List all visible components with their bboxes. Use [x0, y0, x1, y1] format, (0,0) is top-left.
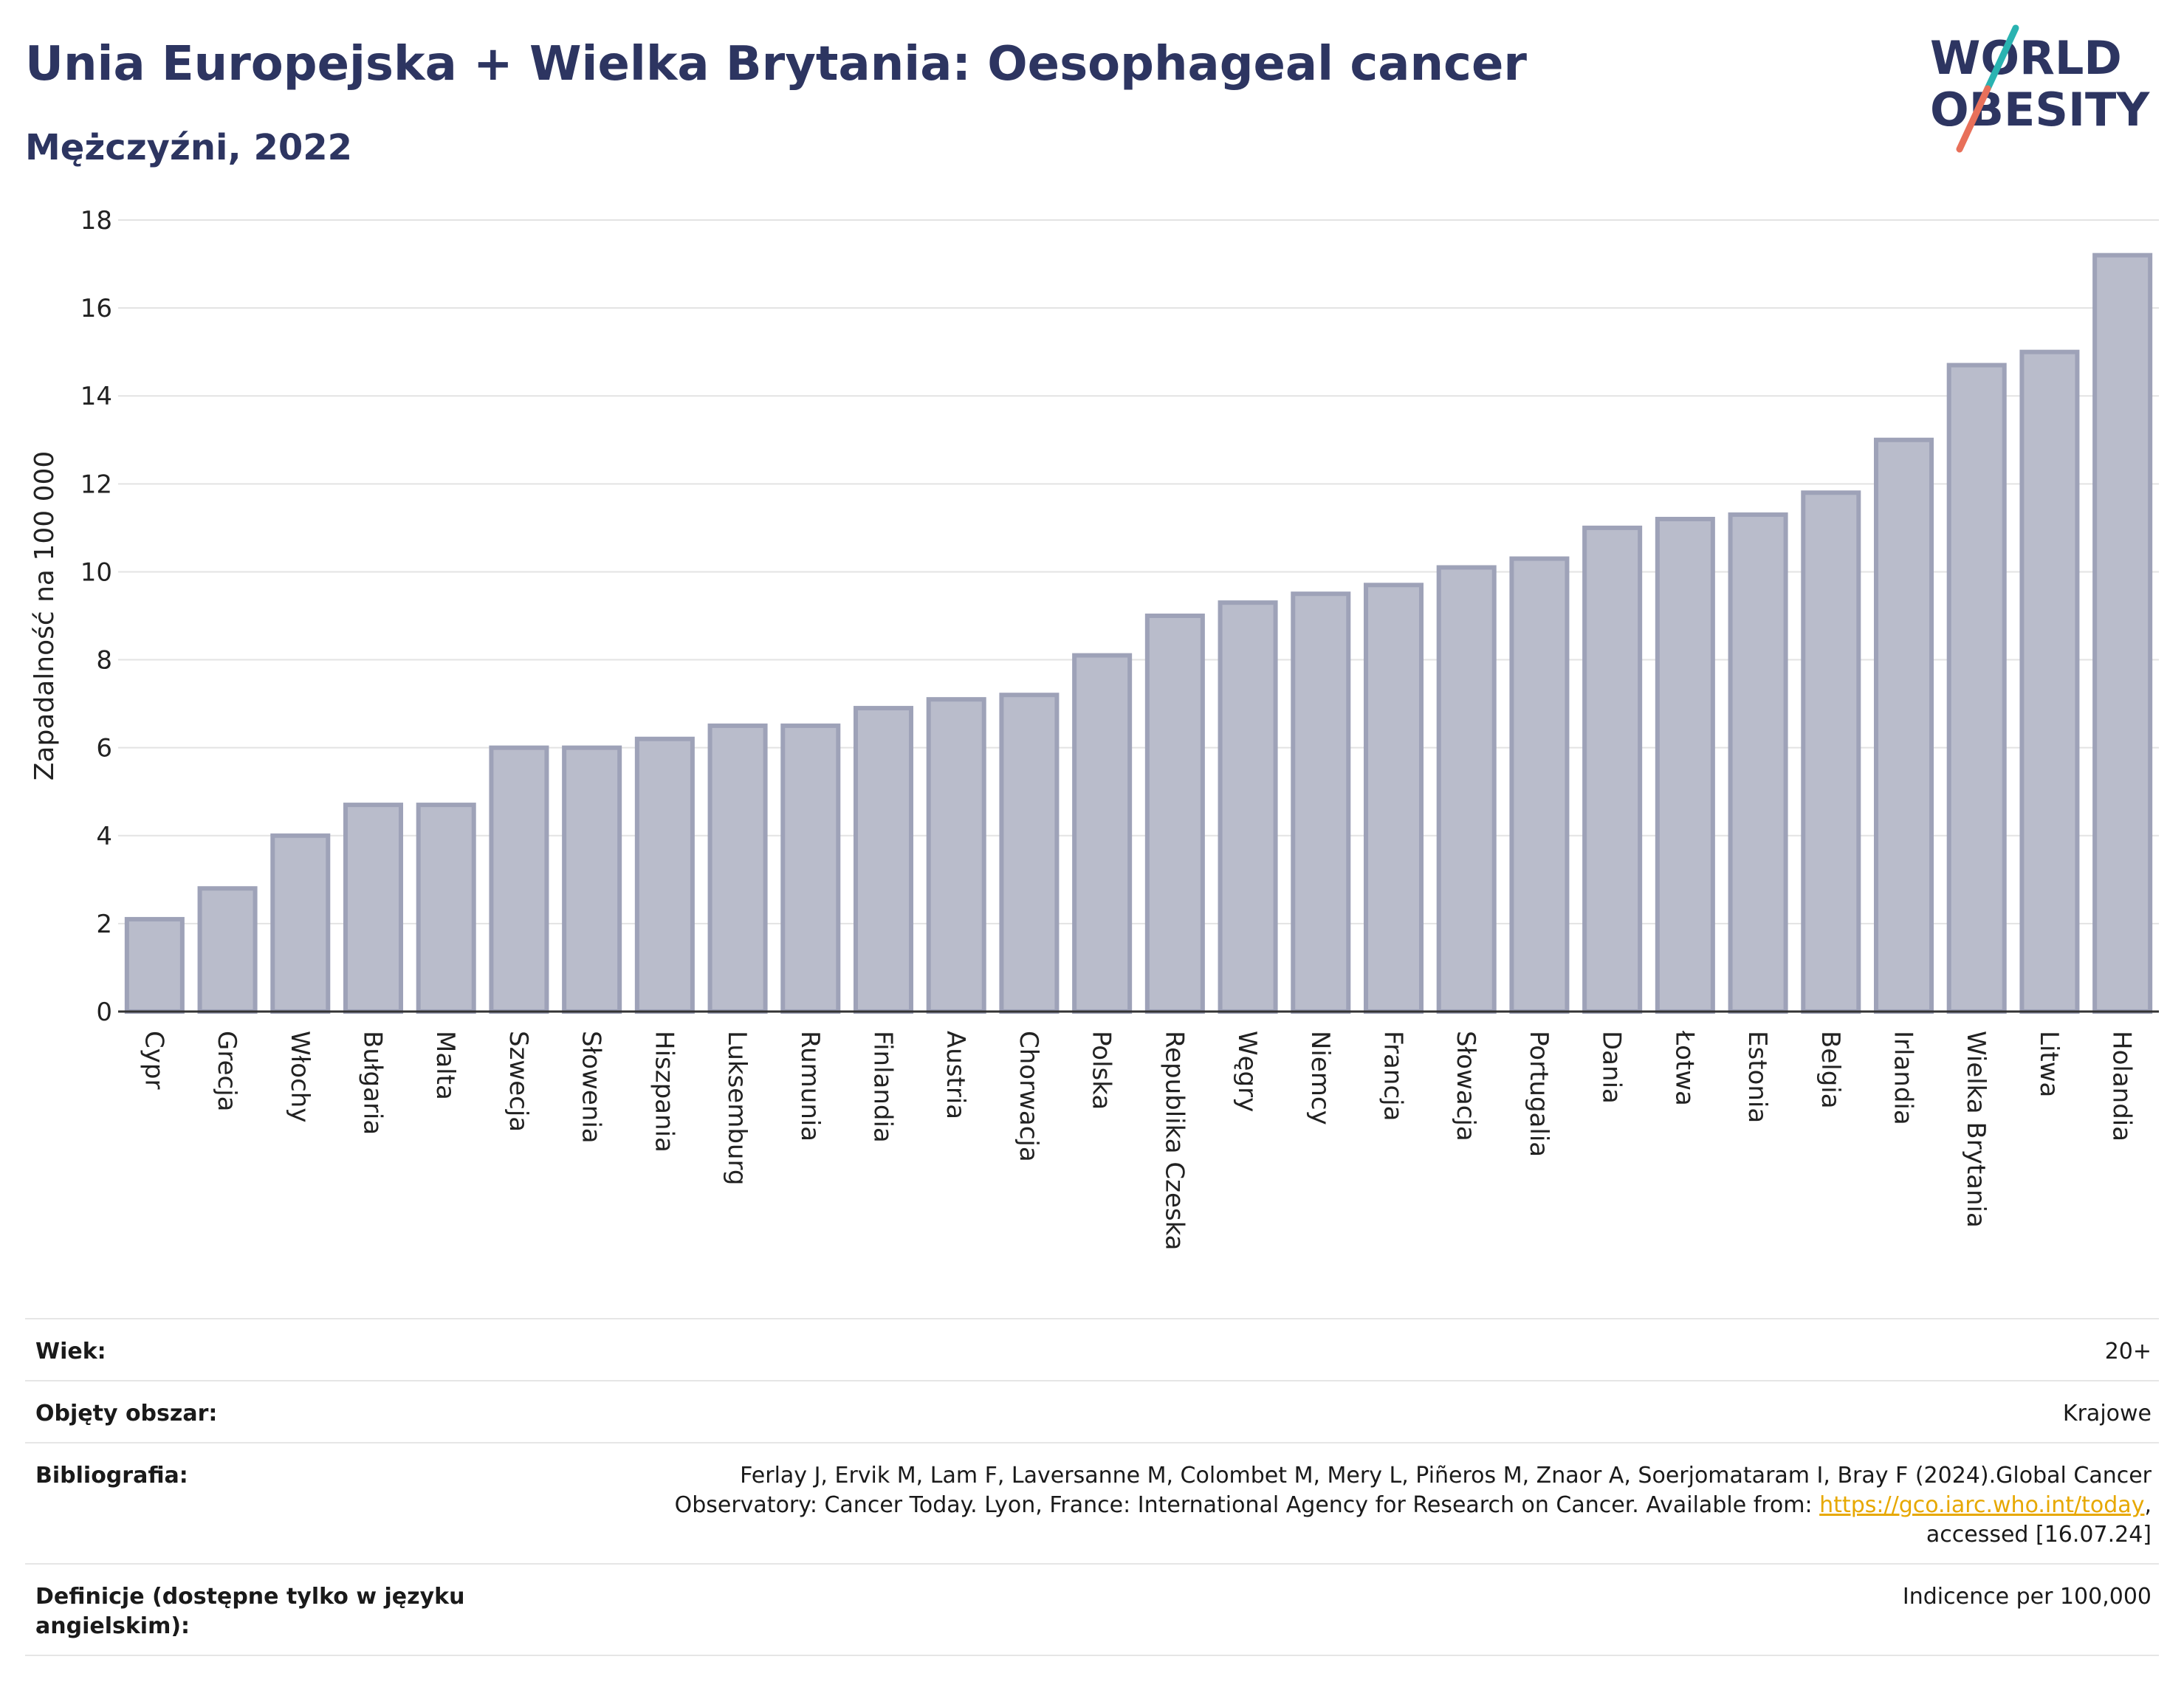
x-tick-label: Estonia [1742, 1031, 1772, 1123]
bar [1801, 490, 1861, 1014]
bar [1363, 583, 1424, 1014]
x-tick-label: Holandia [2107, 1031, 2137, 1141]
x-tick-label: Niemcy [1305, 1031, 1335, 1125]
bibliography-line1: Ferlay J, Ervik M, Lam F, Laversanne M, … [740, 1463, 2152, 1489]
x-tick-label: Szwecja [504, 1031, 533, 1132]
bar [489, 745, 549, 1014]
y-tick-label: 0 [96, 998, 112, 1027]
info-row-area: Objęty obszar: Krajowe [25, 1380, 2159, 1442]
bar [1291, 591, 1351, 1014]
bar [1582, 525, 1643, 1014]
logo-slash-red [1956, 85, 1991, 153]
y-tick-label: 16 [80, 294, 112, 323]
y-tick-label: 10 [80, 557, 112, 587]
x-tick-label: Łotwa [1669, 1030, 1699, 1106]
x-tick-label: Węgry [1232, 1031, 1262, 1112]
area-value: Krajowe [2062, 1401, 2152, 1427]
y-tick-label: 14 [80, 382, 112, 411]
bar [1655, 516, 1715, 1014]
bar [1072, 653, 1133, 1014]
bar [1218, 600, 1278, 1014]
bar [926, 697, 986, 1014]
definitions-label: Definicje (dostępne tylko w języku angie… [35, 1584, 465, 1639]
age-label: Wiek: [35, 1339, 106, 1364]
bar [707, 723, 768, 1014]
y-tick-label: 2 [96, 910, 112, 939]
bar [1873, 437, 1934, 1014]
info-row-definitions: Definicje (dostępne tylko w języku angie… [25, 1563, 2159, 1656]
x-tick-label: Finlandia [868, 1031, 898, 1143]
x-tick-label: Francja [1378, 1031, 1408, 1121]
x-tick-label: Słowenia [577, 1031, 606, 1144]
age-value: 20+ [2104, 1339, 2152, 1364]
bar [343, 803, 404, 1014]
x-tick-label: Austria [941, 1031, 970, 1119]
definitions-value: Indicence per 100,000 [1902, 1584, 2152, 1610]
x-tick-label: Hiszpania [649, 1031, 679, 1153]
bibliography-line2-text: Observatory: Cancer Today. Lyon, France:… [674, 1492, 1820, 1518]
page-title: Unia Europejska + Wielka Brytania: Oesop… [25, 37, 1527, 92]
x-tick-label: Luksemburg [722, 1031, 752, 1185]
bibliography-line3: accessed [16.07.24] [1926, 1522, 2152, 1548]
logo-slash-teal [1984, 24, 2019, 92]
bibliography-value: Ferlay J, Ervik M, Lam F, Laversanne M, … [493, 1461, 2159, 1550]
y-tick-label: 18 [80, 206, 112, 236]
bar [2019, 349, 2080, 1014]
bibliography-line2-end: , [2144, 1492, 2152, 1518]
bibliography-label: Bibliografia: [35, 1463, 188, 1489]
x-tick-label: Dania [1597, 1031, 1627, 1104]
bar [853, 706, 914, 1014]
bibliography-link[interactable]: https://gco.iarc.who.int/today [1819, 1492, 2145, 1518]
y-tick-label: 8 [96, 646, 112, 676]
bar [780, 723, 841, 1014]
bar [1728, 512, 1788, 1014]
x-tick-label: Cypr [139, 1031, 168, 1089]
info-row-age: Wiek: 20+ [25, 1318, 2159, 1380]
bar [197, 886, 258, 1014]
x-tick-label: Belgia [1816, 1031, 1845, 1109]
bar [1144, 614, 1205, 1014]
bar [124, 916, 185, 1014]
bar [270, 833, 331, 1014]
y-tick-label: 4 [96, 822, 112, 851]
bar [2092, 253, 2153, 1014]
x-tick-label: Portugalia [1524, 1031, 1553, 1157]
bar-chart: 0 2 4 6 8 10 12 14 16 18 Zapadalność na 100 000 Cyp… [30, 206, 2159, 1251]
x-tick-label: Malta [430, 1031, 460, 1100]
bar [1509, 556, 1570, 1014]
x-tick-label: Grecja [212, 1031, 241, 1111]
bibliography-line2: Observatory: Cancer Today. Lyon, France:… [493, 1491, 2152, 1520]
page-subtitle: Mężczyźni, 2022 [25, 127, 353, 168]
bar [1946, 363, 2007, 1014]
bar [999, 693, 1060, 1014]
x-tick-label: Włochy [285, 1031, 315, 1122]
y-tick-label: 6 [96, 734, 112, 763]
x-tick-label: Republika Czeska [1159, 1031, 1189, 1251]
info-table: Wiek: 20+ Objęty obszar: Krajowe Bibliog… [25, 1318, 2159, 1656]
x-tick-label: Litwa [2034, 1031, 2064, 1097]
y-axis-label: Zapadalność na 100 000 [30, 451, 60, 781]
logo-line1: WORLD [1930, 31, 2122, 85]
x-tick-label: Słowacja [1451, 1031, 1480, 1141]
world-obesity-logo: WORLD OBESITY [1930, 24, 2150, 153]
bar [1436, 565, 1497, 1014]
x-tick-label: Polska [1087, 1031, 1116, 1110]
x-tick-label: Bułgaria [358, 1031, 388, 1135]
x-tick-label: Irlandia [1889, 1031, 1918, 1125]
bar [562, 745, 622, 1014]
x-tick-label: Wielka Brytania [1961, 1031, 1991, 1228]
x-tick-label: Chorwacja [1014, 1031, 1043, 1162]
y-tick-label: 12 [80, 470, 112, 499]
x-tick-label: Rumunia [795, 1031, 825, 1141]
area-label: Objęty obszar: [35, 1401, 218, 1427]
bar [634, 736, 695, 1014]
bar [416, 803, 476, 1014]
info-row-bibliography: Bibliografia: Ferlay J, Ervik M, Lam F, … [25, 1442, 2159, 1563]
